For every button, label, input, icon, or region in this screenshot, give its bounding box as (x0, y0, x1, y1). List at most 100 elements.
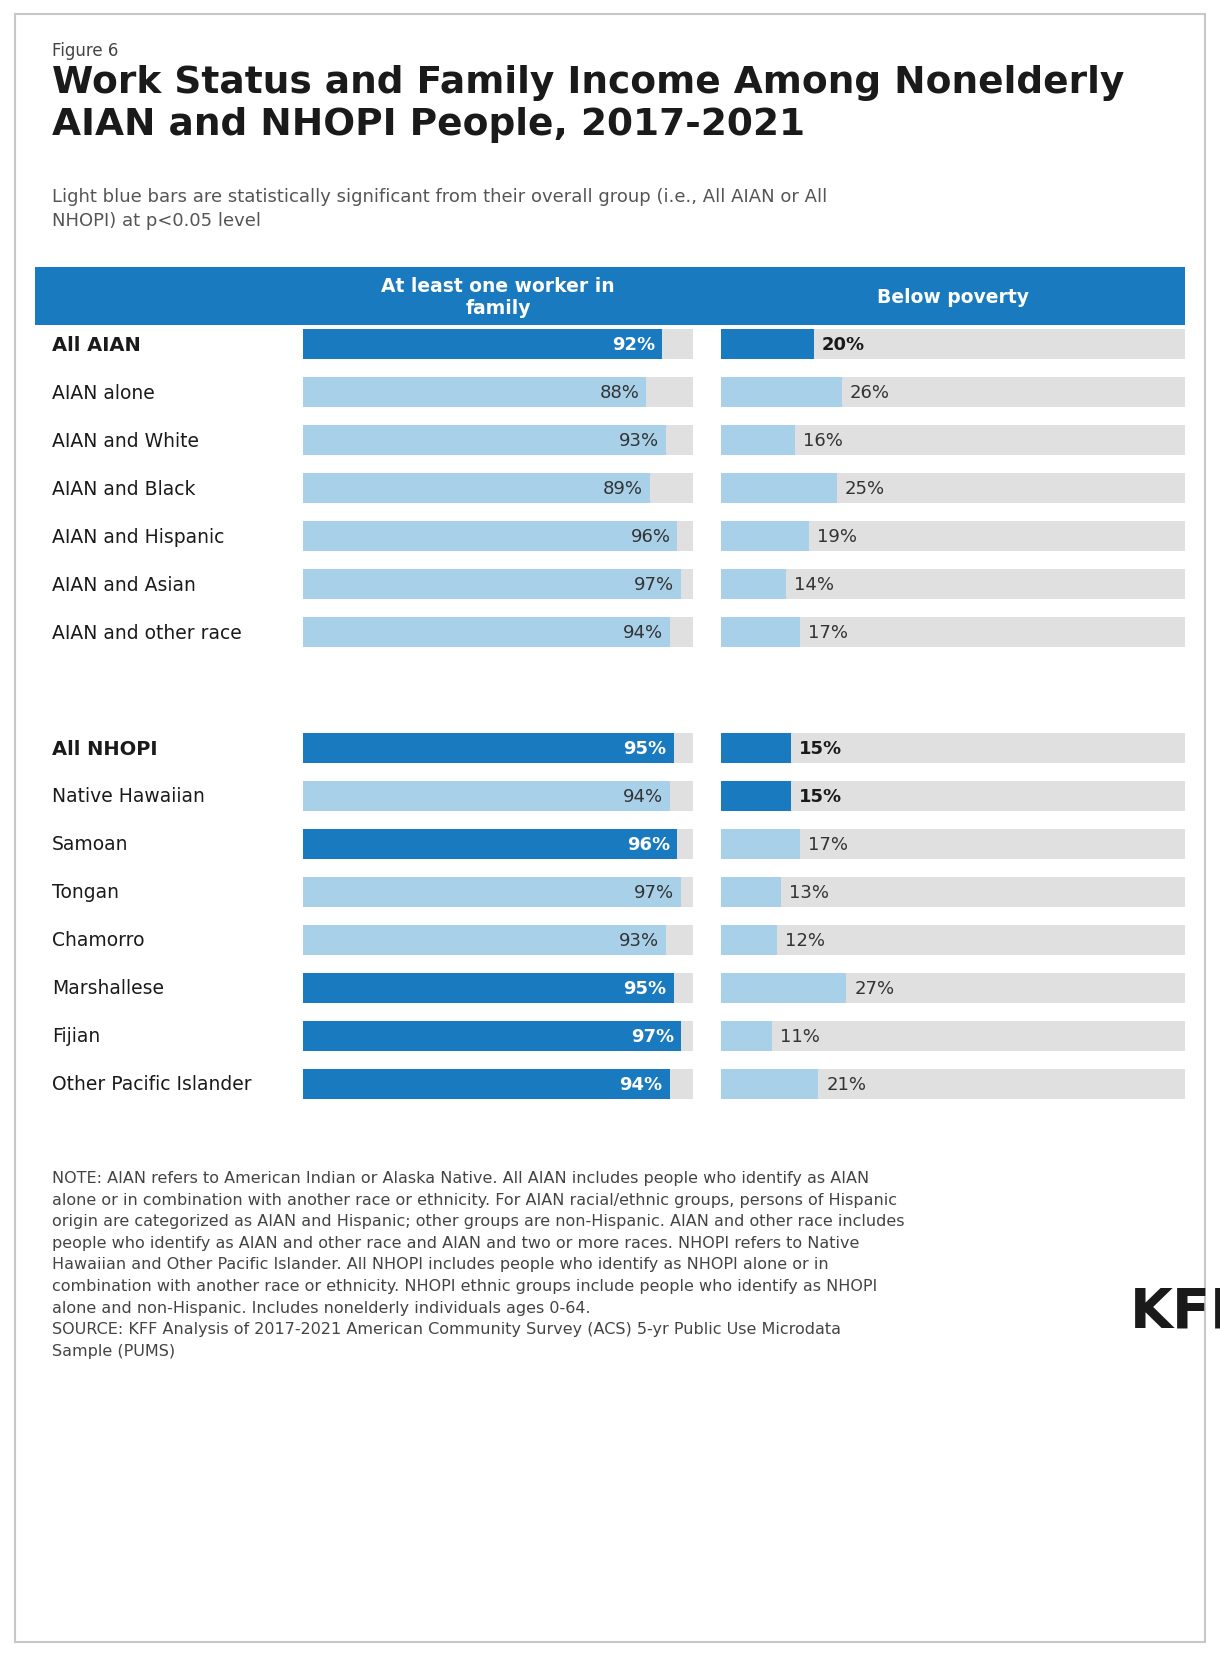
Bar (303, 734, 673, 764)
Text: AIAN and Asian: AIAN and Asian (52, 575, 196, 595)
Bar (303, 878, 693, 908)
Bar (721, 378, 842, 408)
Bar (303, 973, 693, 1004)
Text: Fijian: Fijian (52, 1027, 100, 1046)
Text: All NHOPI: All NHOPI (52, 739, 157, 757)
Text: AIAN and Black: AIAN and Black (52, 479, 195, 499)
Bar (721, 1021, 772, 1051)
Bar (303, 830, 677, 860)
Text: AIAN and other race: AIAN and other race (52, 623, 242, 643)
Text: All AIAN: All AIAN (52, 335, 140, 355)
Bar (721, 878, 1185, 908)
Text: 15%: 15% (799, 787, 842, 805)
Text: 97%: 97% (634, 883, 675, 901)
Bar (721, 1069, 819, 1099)
Text: 88%: 88% (599, 384, 639, 401)
Bar (303, 926, 693, 956)
Bar (303, 782, 670, 812)
Text: 25%: 25% (845, 481, 886, 497)
Bar (721, 618, 1185, 648)
Bar (721, 830, 1185, 860)
Text: 21%: 21% (826, 1075, 866, 1094)
Bar (303, 878, 681, 908)
Text: Other Pacific Islander: Other Pacific Islander (52, 1075, 251, 1094)
Bar (303, 618, 693, 648)
Bar (303, 1069, 670, 1099)
Text: At least one worker in
family: At least one worker in family (381, 277, 615, 316)
Bar (303, 522, 677, 552)
Text: KFF: KFF (1130, 1286, 1220, 1339)
Bar (721, 973, 847, 1004)
Bar (721, 378, 1185, 408)
Bar (303, 426, 666, 456)
Bar (303, 782, 693, 812)
Bar (303, 1021, 693, 1051)
Bar (303, 830, 693, 860)
Bar (721, 522, 809, 552)
Text: Below poverty: Below poverty (877, 287, 1028, 307)
Bar (303, 570, 681, 600)
Bar (721, 926, 777, 956)
Text: 93%: 93% (619, 931, 659, 949)
Text: 16%: 16% (803, 432, 843, 449)
Text: Figure 6: Figure 6 (52, 41, 118, 60)
Bar (303, 426, 693, 456)
Bar (721, 782, 791, 812)
Text: AIAN alone: AIAN alone (52, 383, 155, 403)
Bar (303, 973, 673, 1004)
Text: 97%: 97% (634, 575, 675, 593)
Bar (721, 618, 800, 648)
Text: Tongan: Tongan (52, 883, 120, 901)
Text: 94%: 94% (622, 787, 662, 805)
Text: 20%: 20% (822, 336, 865, 355)
Bar (721, 878, 781, 908)
Text: 12%: 12% (784, 931, 825, 949)
Text: 93%: 93% (619, 432, 659, 449)
Bar (721, 926, 1185, 956)
Text: 17%: 17% (808, 623, 848, 641)
Text: 94%: 94% (620, 1075, 662, 1094)
Bar (303, 330, 693, 360)
Text: NOTE: AIAN refers to American Indian or Alaska Native. All AIAN includes people : NOTE: AIAN refers to American Indian or … (52, 1170, 904, 1359)
Text: Light blue bars are statistically significant from their overall group (i.e., Al: Light blue bars are statistically signif… (52, 187, 827, 230)
Text: 14%: 14% (794, 575, 834, 593)
Text: Native Hawaiian: Native Hawaiian (52, 787, 205, 805)
Text: AIAN and Hispanic: AIAN and Hispanic (52, 527, 224, 547)
Bar (303, 1021, 681, 1051)
Bar (721, 330, 1185, 360)
Text: 97%: 97% (631, 1027, 675, 1046)
Bar (721, 570, 1185, 600)
Text: 13%: 13% (789, 883, 830, 901)
Text: 96%: 96% (631, 527, 671, 545)
Text: 96%: 96% (627, 835, 671, 853)
Bar (721, 474, 1185, 504)
Text: Marshallese: Marshallese (52, 979, 163, 998)
Bar (721, 830, 800, 860)
Text: 92%: 92% (611, 336, 655, 355)
Bar (303, 618, 670, 648)
Bar (303, 570, 693, 600)
Bar (721, 1021, 1185, 1051)
Text: Work Status and Family Income Among Nonelderly
AIAN and NHOPI People, 2017-2021: Work Status and Family Income Among None… (52, 65, 1125, 143)
Bar (303, 474, 693, 504)
Text: 17%: 17% (808, 835, 848, 853)
Bar (35, 268, 1185, 326)
Bar (721, 522, 1185, 552)
Bar (721, 330, 814, 360)
Bar (721, 426, 1185, 456)
Bar (303, 522, 693, 552)
Bar (721, 734, 1185, 764)
Text: AIAN and White: AIAN and White (52, 431, 199, 451)
Bar (721, 426, 795, 456)
Bar (721, 474, 837, 504)
Text: 94%: 94% (622, 623, 662, 641)
Text: Chamorro: Chamorro (52, 931, 144, 949)
Text: 15%: 15% (799, 739, 842, 757)
Bar (303, 378, 647, 408)
Text: 11%: 11% (780, 1027, 820, 1046)
Text: 89%: 89% (603, 481, 643, 497)
Bar (721, 782, 1185, 812)
Bar (303, 330, 661, 360)
Bar (721, 570, 786, 600)
Text: 19%: 19% (817, 527, 858, 545)
